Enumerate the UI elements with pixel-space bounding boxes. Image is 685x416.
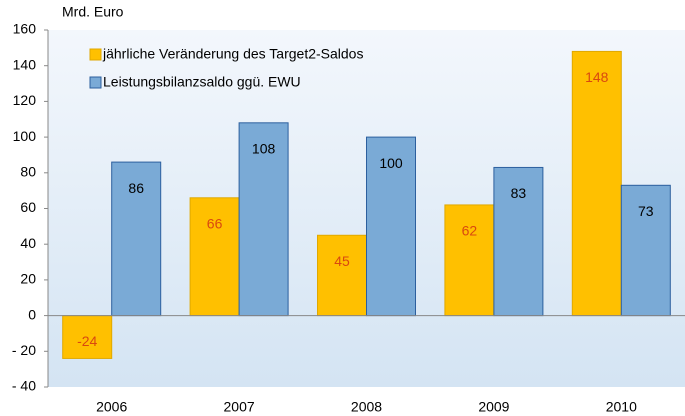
y-tick-label: 140: [13, 56, 37, 72]
bar: [493, 166, 544, 317]
value-label: 86: [128, 180, 144, 196]
legend-swatch: [89, 48, 102, 61]
value-label: 73: [638, 203, 654, 219]
y-tick-label: 40: [20, 235, 36, 251]
bar: [571, 50, 622, 317]
y-tick-label: 0: [28, 306, 36, 322]
value-label: 62: [462, 223, 478, 239]
value-label: 45: [334, 253, 350, 269]
y-tick-label: 80: [20, 164, 36, 180]
y-tick-label: 20: [20, 271, 36, 287]
y-tick-label: 160: [13, 21, 37, 37]
bar: [317, 234, 367, 317]
y-tick-label: - 40: [12, 378, 36, 394]
bar: [62, 315, 113, 359]
bar: [444, 204, 495, 317]
y-tick-label: 100: [13, 128, 37, 144]
x-tick-label: 2010: [606, 399, 637, 415]
value-label: 148: [585, 69, 609, 85]
y-tick-label: - 20: [12, 342, 36, 358]
x-tick-label: 2006: [96, 399, 127, 415]
x-tick-label: 2007: [224, 399, 255, 415]
y-unit-label: Mrd. Euro: [62, 4, 124, 20]
bar: [238, 122, 289, 317]
y-tick-label: 120: [13, 92, 37, 108]
legend-label: jährliche Veränderung des Target2-Saldos: [102, 46, 363, 62]
x-tick-label: 2009: [478, 399, 509, 415]
x-tick-label: 2008: [351, 399, 382, 415]
value-label: 100: [379, 155, 403, 171]
value-label: 83: [511, 185, 527, 201]
bar: [620, 184, 671, 317]
legend-swatch: [89, 76, 102, 89]
bar: [111, 161, 162, 317]
bar: [189, 197, 240, 317]
legend-label: Leistungsbilanzsaldo ggü. EWU: [103, 74, 301, 90]
value-label: 108: [252, 141, 276, 157]
bar: [366, 136, 416, 317]
value-label: -24: [77, 333, 97, 349]
y-tick-label: 60: [20, 199, 36, 215]
value-label: 66: [207, 215, 223, 231]
